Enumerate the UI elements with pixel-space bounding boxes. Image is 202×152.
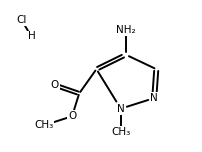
Text: O: O [68,111,76,121]
Text: O: O [50,80,59,90]
Text: CH₃: CH₃ [111,127,130,137]
Text: CH₃: CH₃ [34,120,53,130]
Text: NH₂: NH₂ [116,25,135,35]
Text: N: N [116,104,124,114]
Text: Cl: Cl [16,15,26,25]
Text: H: H [27,31,35,41]
Text: N: N [150,93,157,103]
